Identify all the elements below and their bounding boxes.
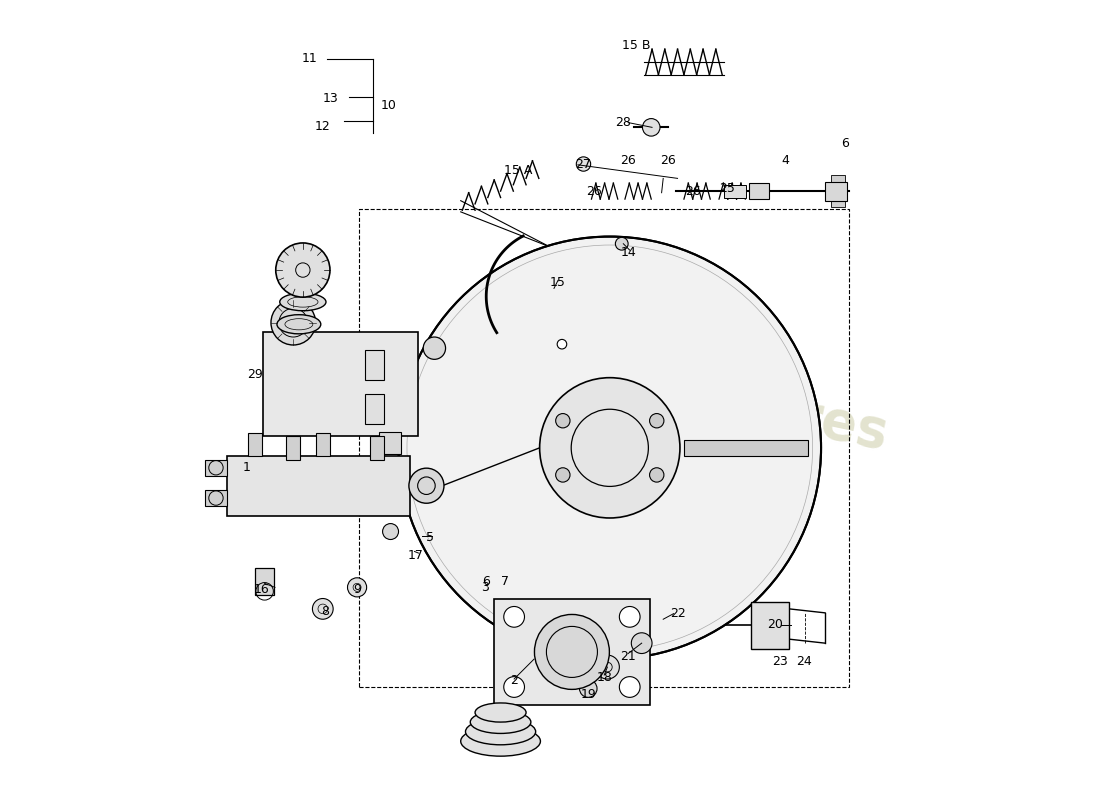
Text: 29: 29: [248, 368, 263, 381]
Bar: [749, 183, 769, 199]
Circle shape: [504, 677, 525, 698]
Text: 13: 13: [323, 92, 339, 105]
Bar: [378, 432, 400, 454]
Text: 18: 18: [596, 671, 612, 684]
Text: 22: 22: [670, 607, 685, 620]
Text: 24: 24: [795, 655, 812, 668]
Bar: [248, 434, 262, 456]
Text: 20: 20: [767, 618, 783, 631]
Bar: [724, 185, 746, 198]
Circle shape: [619, 606, 640, 627]
Circle shape: [556, 468, 570, 482]
Bar: [316, 434, 330, 456]
Bar: [286, 436, 300, 460]
Text: 26: 26: [586, 185, 602, 198]
Circle shape: [312, 598, 333, 619]
Bar: [370, 436, 384, 460]
Text: 26: 26: [620, 154, 636, 167]
Ellipse shape: [277, 314, 321, 334]
Text: 5: 5: [427, 530, 434, 544]
Text: 10: 10: [381, 98, 397, 111]
Circle shape: [631, 633, 652, 654]
Text: 27: 27: [575, 158, 592, 171]
Circle shape: [348, 578, 366, 597]
Circle shape: [556, 414, 570, 428]
Text: 4: 4: [781, 154, 789, 167]
Circle shape: [535, 614, 609, 690]
Circle shape: [276, 243, 330, 297]
Text: 12: 12: [315, 120, 331, 133]
Circle shape: [271, 300, 316, 345]
Circle shape: [650, 414, 664, 428]
Bar: [365, 350, 384, 380]
Circle shape: [409, 468, 444, 503]
Bar: [494, 599, 650, 705]
Circle shape: [580, 680, 597, 698]
Text: a passion for parts since 1985: a passion for parts since 1985: [474, 485, 785, 570]
Circle shape: [642, 118, 660, 136]
Bar: [263, 332, 418, 436]
Text: 6: 6: [842, 137, 849, 150]
Circle shape: [576, 157, 591, 171]
Text: 26: 26: [660, 154, 675, 167]
Text: 8: 8: [321, 605, 329, 618]
Text: 9: 9: [353, 583, 361, 596]
Text: 15 A: 15 A: [504, 164, 532, 177]
Circle shape: [504, 606, 525, 627]
Ellipse shape: [475, 703, 526, 722]
Bar: [359, 209, 849, 687]
Circle shape: [558, 339, 566, 349]
Text: 17: 17: [408, 549, 424, 562]
Text: 23: 23: [772, 655, 788, 668]
Bar: [227, 456, 410, 515]
Text: 15: 15: [550, 275, 565, 289]
Text: 7: 7: [500, 575, 508, 588]
Text: 19: 19: [581, 689, 596, 702]
Bar: [255, 568, 274, 595]
Circle shape: [398, 237, 821, 659]
Text: 11: 11: [301, 52, 317, 66]
Bar: [825, 182, 847, 201]
Text: 26: 26: [685, 185, 702, 198]
Circle shape: [619, 677, 640, 698]
Bar: [751, 602, 789, 649]
Circle shape: [615, 238, 628, 250]
Ellipse shape: [279, 293, 326, 310]
Text: 28: 28: [615, 116, 631, 129]
Text: 21: 21: [620, 650, 636, 663]
Bar: [830, 175, 845, 207]
Ellipse shape: [461, 726, 540, 756]
Ellipse shape: [465, 718, 536, 745]
Text: 3: 3: [481, 581, 488, 594]
Circle shape: [595, 655, 619, 679]
Bar: [205, 460, 227, 476]
Text: 14: 14: [620, 246, 636, 259]
Circle shape: [540, 378, 680, 518]
Ellipse shape: [471, 710, 531, 734]
Circle shape: [650, 468, 664, 482]
Text: 6: 6: [482, 575, 491, 588]
Text: 15 B: 15 B: [621, 38, 650, 52]
Text: eurospares: eurospares: [557, 340, 893, 460]
Bar: [684, 440, 807, 456]
Bar: [205, 490, 227, 506]
Text: 2: 2: [510, 674, 518, 687]
Text: 1: 1: [243, 462, 251, 474]
Circle shape: [424, 337, 446, 359]
Circle shape: [383, 523, 398, 539]
Bar: [365, 394, 384, 424]
Text: 16: 16: [254, 583, 270, 596]
Text: 25: 25: [719, 182, 735, 195]
